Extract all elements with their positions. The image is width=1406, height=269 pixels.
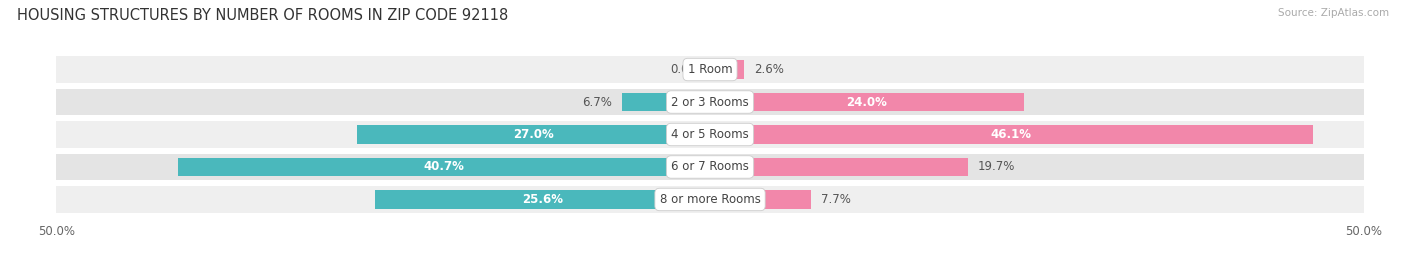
Bar xyxy=(56,56,1364,83)
Text: HOUSING STRUCTURES BY NUMBER OF ROOMS IN ZIP CODE 92118: HOUSING STRUCTURES BY NUMBER OF ROOMS IN… xyxy=(17,8,508,23)
Text: 24.0%: 24.0% xyxy=(846,95,887,108)
Bar xyxy=(710,158,967,176)
Text: 25.6%: 25.6% xyxy=(522,193,564,206)
Text: 1 Room: 1 Room xyxy=(688,63,733,76)
Bar xyxy=(177,158,710,176)
Text: 2 or 3 Rooms: 2 or 3 Rooms xyxy=(671,95,749,108)
Bar xyxy=(56,186,1364,213)
Text: 40.7%: 40.7% xyxy=(423,161,464,174)
Bar xyxy=(623,93,710,111)
Bar xyxy=(357,125,710,144)
Text: 46.1%: 46.1% xyxy=(991,128,1032,141)
Bar xyxy=(56,121,1364,148)
Text: 2.6%: 2.6% xyxy=(755,63,785,76)
Text: 8 or more Rooms: 8 or more Rooms xyxy=(659,193,761,206)
Text: 6.7%: 6.7% xyxy=(582,95,612,108)
Text: 27.0%: 27.0% xyxy=(513,128,554,141)
Text: Source: ZipAtlas.com: Source: ZipAtlas.com xyxy=(1278,8,1389,18)
Bar xyxy=(710,190,811,209)
Bar xyxy=(710,93,1024,111)
Bar xyxy=(710,125,1313,144)
Bar xyxy=(56,154,1364,180)
Text: 0.0%: 0.0% xyxy=(669,63,700,76)
Bar xyxy=(56,89,1364,115)
Bar xyxy=(710,60,744,79)
Text: 4 or 5 Rooms: 4 or 5 Rooms xyxy=(671,128,749,141)
Bar xyxy=(375,190,710,209)
Text: 7.7%: 7.7% xyxy=(821,193,851,206)
Text: 6 or 7 Rooms: 6 or 7 Rooms xyxy=(671,161,749,174)
Text: 19.7%: 19.7% xyxy=(979,161,1015,174)
